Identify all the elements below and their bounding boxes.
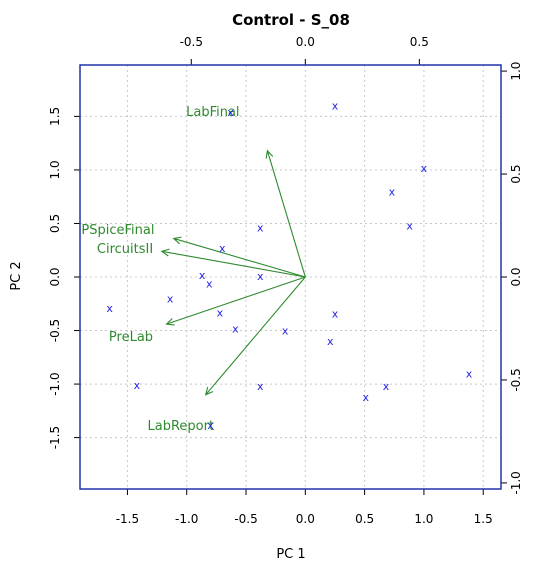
- x-tick-label: 0.0: [296, 512, 315, 526]
- chart-title: Control - S_08: [232, 11, 350, 29]
- x-tick-label: 0.5: [355, 512, 374, 526]
- x-tick-label: 1.0: [414, 512, 433, 526]
- score-point: x: [219, 242, 226, 255]
- score-point: x: [406, 220, 413, 233]
- plot-frame: [79, 64, 502, 490]
- y-tick-label: -1.0: [48, 372, 62, 395]
- loading-arrow: [266, 150, 306, 278]
- loading-arrow-head: [165, 318, 175, 326]
- right-tick-label: 0.5: [509, 165, 523, 184]
- loading-arrow: [166, 276, 306, 325]
- loading-vectors: LabFinal PSpiceFinal CircuitsII PreLab LabRe…: [81, 105, 306, 434]
- loading-arrow: [205, 276, 306, 396]
- score-point: x: [383, 380, 390, 393]
- score-point: x: [167, 292, 174, 305]
- score-point: x: [332, 307, 339, 320]
- score-point: x: [106, 302, 113, 315]
- score-point: x: [206, 277, 213, 290]
- right-tick-label: 0.0: [509, 267, 523, 286]
- top-tick-label: 0.5: [410, 35, 429, 49]
- x-tick-label: -0.5: [234, 512, 257, 526]
- axes-layer: -1.5 -1.0 -0.5 0.0 0.5 1.0 1.5 -1.5 -1.0 -0.5 0.0 0…: [48, 35, 523, 526]
- loading-label: CircuitsII: [97, 242, 153, 257]
- loading-label: LabReport: [148, 419, 215, 434]
- loading-arrow: [161, 250, 306, 278]
- loading-label: PSpiceFinal: [81, 223, 154, 238]
- score-point: x: [363, 391, 370, 404]
- score-point: x: [207, 419, 214, 432]
- loading-arrow-head: [160, 248, 170, 257]
- loading-arrow-head: [204, 386, 214, 396]
- y-axis-label: PC 2: [9, 261, 24, 290]
- x-tick-label: -1.5: [116, 512, 139, 526]
- score-point: x: [332, 100, 339, 113]
- score-point: x: [257, 270, 264, 283]
- top-tick-label: 0.0: [296, 35, 315, 49]
- loading-arrow-head: [172, 236, 182, 245]
- x-axis-label: PC 1: [276, 547, 305, 562]
- score-point: x: [257, 380, 264, 393]
- y-tick-label: -1.5: [48, 426, 62, 449]
- x-tick-label: 1.5: [474, 512, 493, 526]
- y-tick-label: -0.5: [48, 319, 62, 342]
- top-tick-label: -0.5: [180, 35, 203, 49]
- y-tick-label: 1.5: [48, 107, 62, 126]
- right-tick-label: -0.5: [509, 368, 523, 391]
- score-point: x: [389, 185, 396, 198]
- score-point: x: [421, 162, 428, 175]
- score-point: x: [217, 306, 224, 319]
- score-point: x: [227, 106, 234, 119]
- score-point: x: [327, 335, 334, 348]
- right-tick-label: 1.0: [509, 62, 523, 81]
- y-tick-label: 0.0: [48, 267, 62, 286]
- right-tick-label: -1.0: [509, 471, 523, 494]
- loading-label: PreLab: [109, 330, 153, 345]
- loading-label: LabFinal: [186, 105, 239, 120]
- x-tick-label: -1.0: [175, 512, 198, 526]
- grid-layer: [80, 65, 501, 489]
- score-point: x: [282, 325, 289, 338]
- y-tick-label: 0.5: [48, 214, 62, 233]
- score-point: x: [232, 322, 239, 335]
- score-point: x: [134, 379, 141, 392]
- y-tick-label: 1.0: [48, 160, 62, 179]
- loading-arrow-head: [265, 149, 274, 159]
- loading-arrow: [173, 237, 306, 278]
- score-point: x: [257, 222, 264, 235]
- score-point: x: [466, 367, 473, 380]
- score-point: x: [199, 269, 206, 282]
